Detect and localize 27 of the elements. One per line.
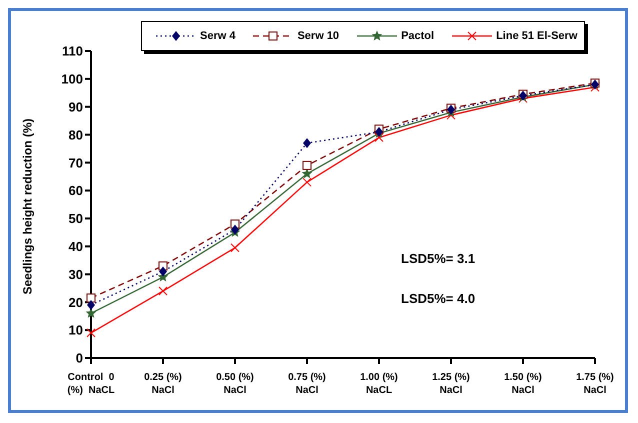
x-tick-label: 0.25 (%) NaCl bbox=[144, 372, 182, 396]
legend-label: Line 51 El-Serw bbox=[496, 30, 578, 42]
legend-label: Serw 10 bbox=[297, 30, 340, 42]
legend-label: Pactol bbox=[401, 30, 434, 42]
y-tick-label: 100 bbox=[61, 72, 83, 87]
annotation: LSD5%= 4.0 bbox=[401, 291, 476, 306]
x-tick-label: 1.25 (%) NaCl bbox=[432, 372, 470, 396]
x-tick-label: 1.75 (%) NaCl bbox=[576, 372, 614, 396]
legend-label: Serw 4 bbox=[200, 30, 236, 42]
y-tick-label: 20 bbox=[68, 294, 83, 310]
annotation: LSD5%= 3.1 bbox=[401, 251, 476, 266]
x-tick-label: 0.50 (%) NaCl bbox=[216, 372, 254, 396]
y-tick-label: 50 bbox=[68, 211, 83, 226]
y-tick-label: 10 bbox=[68, 322, 83, 338]
x-tick-label: 0.75 (%) NaCl bbox=[288, 372, 326, 396]
y-tick-label: 70 bbox=[68, 155, 83, 170]
y-tick-label: 80 bbox=[68, 127, 83, 142]
y-tick-label: 40 bbox=[68, 238, 83, 254]
x-tick-label: 1.00 (%) NaCL bbox=[360, 372, 398, 396]
y-tick-label: 60 bbox=[68, 183, 83, 198]
y-tick-label: 110 bbox=[62, 44, 83, 59]
y-tick-label: 30 bbox=[68, 266, 83, 282]
y-tick-label: 90 bbox=[68, 99, 83, 114]
y-tick-label: 0 bbox=[76, 350, 83, 366]
x-tick-label: Control 0 (%) NaCL bbox=[67, 372, 115, 396]
x-tick-label: 1.50 (%) NaCl bbox=[504, 372, 542, 396]
y-axis-title: Seedlings height reduction (%) bbox=[20, 118, 34, 294]
